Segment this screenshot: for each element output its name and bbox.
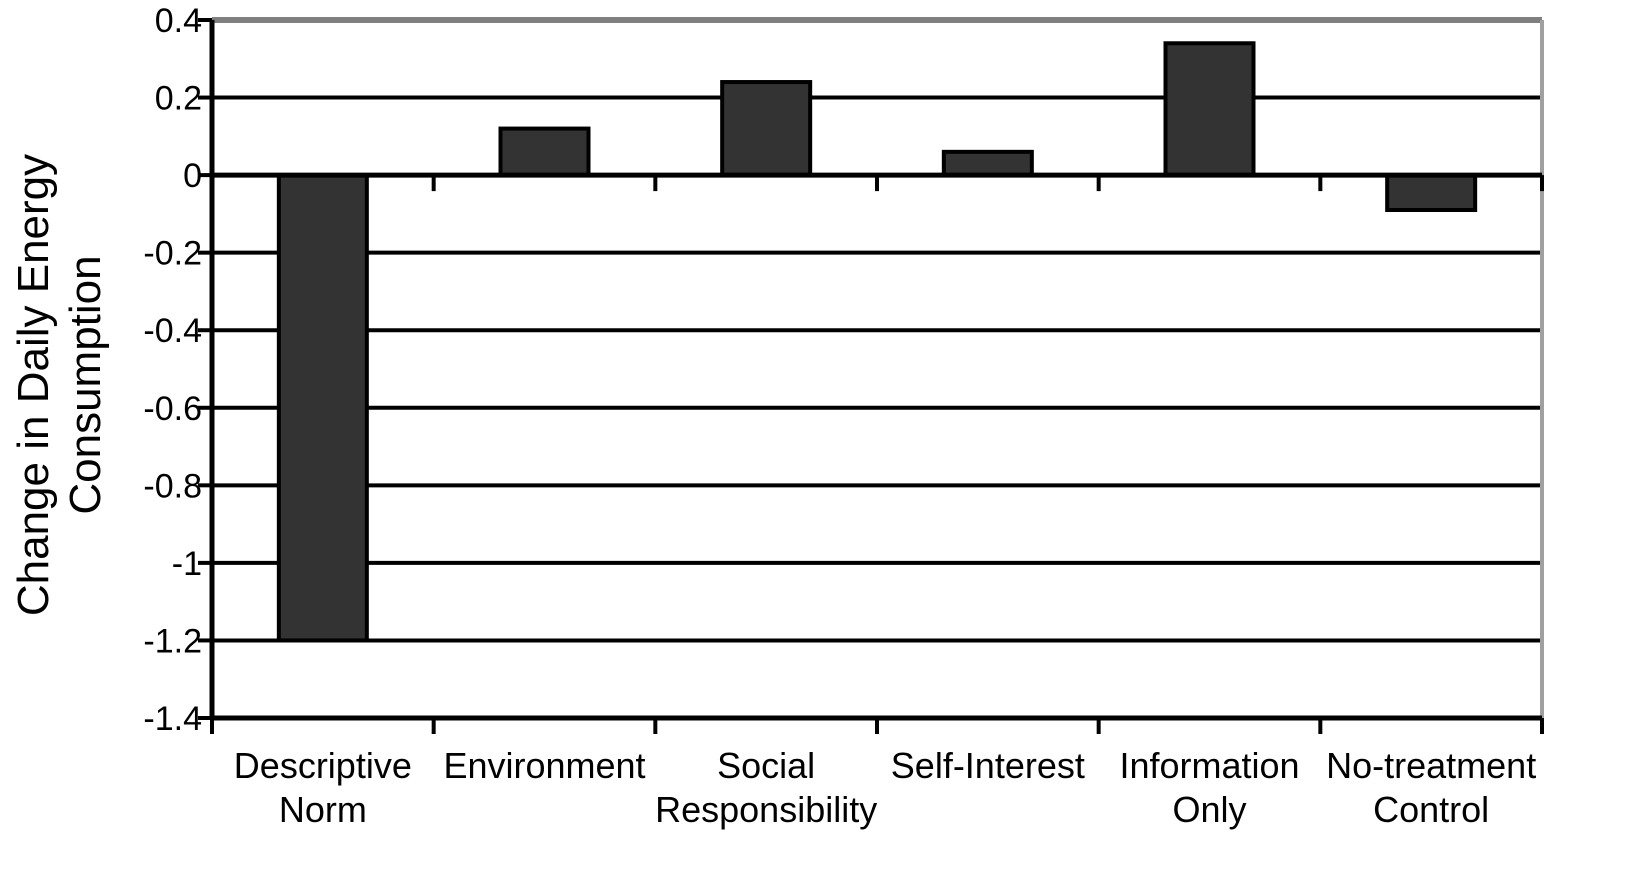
x-category-label: Social Responsibility <box>655 745 877 830</box>
zero-line-ticks <box>431 175 1544 192</box>
y-tick-label: -0.6 <box>143 390 202 428</box>
bar <box>1163 41 1256 178</box>
x-category-label-line: Descriptive <box>234 745 412 786</box>
x-category-label: No-treatment Control <box>1326 745 1536 830</box>
y-axis-label-line: Change in Daily Energy <box>9 154 58 616</box>
bar <box>276 173 369 643</box>
bars <box>276 41 1478 643</box>
y-tick-label: 0 <box>183 157 202 195</box>
x-category-label-line: Self-Interest <box>891 745 1085 786</box>
x-category-label-line: Responsibility <box>655 789 877 830</box>
y-tick-label: -1.2 <box>143 622 202 660</box>
y-tick-label: 0.2 <box>155 80 202 118</box>
x-category-label-line: Information <box>1119 745 1299 786</box>
y-tick-label: -0.2 <box>143 235 202 273</box>
y-tick-label: -0.4 <box>143 312 202 350</box>
bar <box>720 80 813 178</box>
y-axis-ticks: 0.4 0.2 0 -0.2 -0.4 -0.6 -0.8 -1 -1.2 -1.4 <box>143 2 212 738</box>
x-axis-ticks <box>210 718 1544 734</box>
y-tick-label: -1.4 <box>143 700 202 738</box>
x-category-label-line: Only <box>1172 789 1246 830</box>
x-category-label: Information Only <box>1119 745 1299 830</box>
x-category-label: Self-Interest <box>891 745 1085 786</box>
x-category-label-line: No-treatment <box>1326 745 1536 786</box>
y-tick-label: 0.4 <box>155 2 202 40</box>
y-axis-label: Change in Daily EnergyConsumption <box>9 154 110 616</box>
y-tick-label: -1 <box>172 545 202 583</box>
y-axis-label-line: Consumption <box>61 255 110 514</box>
x-category-label-line: Environment <box>443 745 645 786</box>
x-category-label-line: Norm <box>279 789 367 830</box>
y-tick-label: -0.8 <box>143 467 202 505</box>
x-category-label: Environment <box>443 745 645 786</box>
x-category-label: Descriptive Norm <box>234 745 412 830</box>
bar <box>941 149 1034 178</box>
x-category-label-line: Social <box>717 745 815 786</box>
bar <box>498 126 591 178</box>
x-category-label-line: Control <box>1373 789 1489 830</box>
bar <box>1385 173 1478 213</box>
